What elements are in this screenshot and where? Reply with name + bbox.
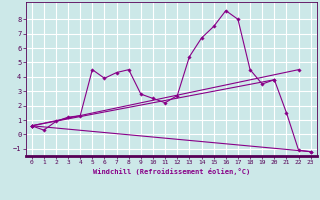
X-axis label: Windchill (Refroidissement éolien,°C): Windchill (Refroidissement éolien,°C): [92, 168, 250, 175]
